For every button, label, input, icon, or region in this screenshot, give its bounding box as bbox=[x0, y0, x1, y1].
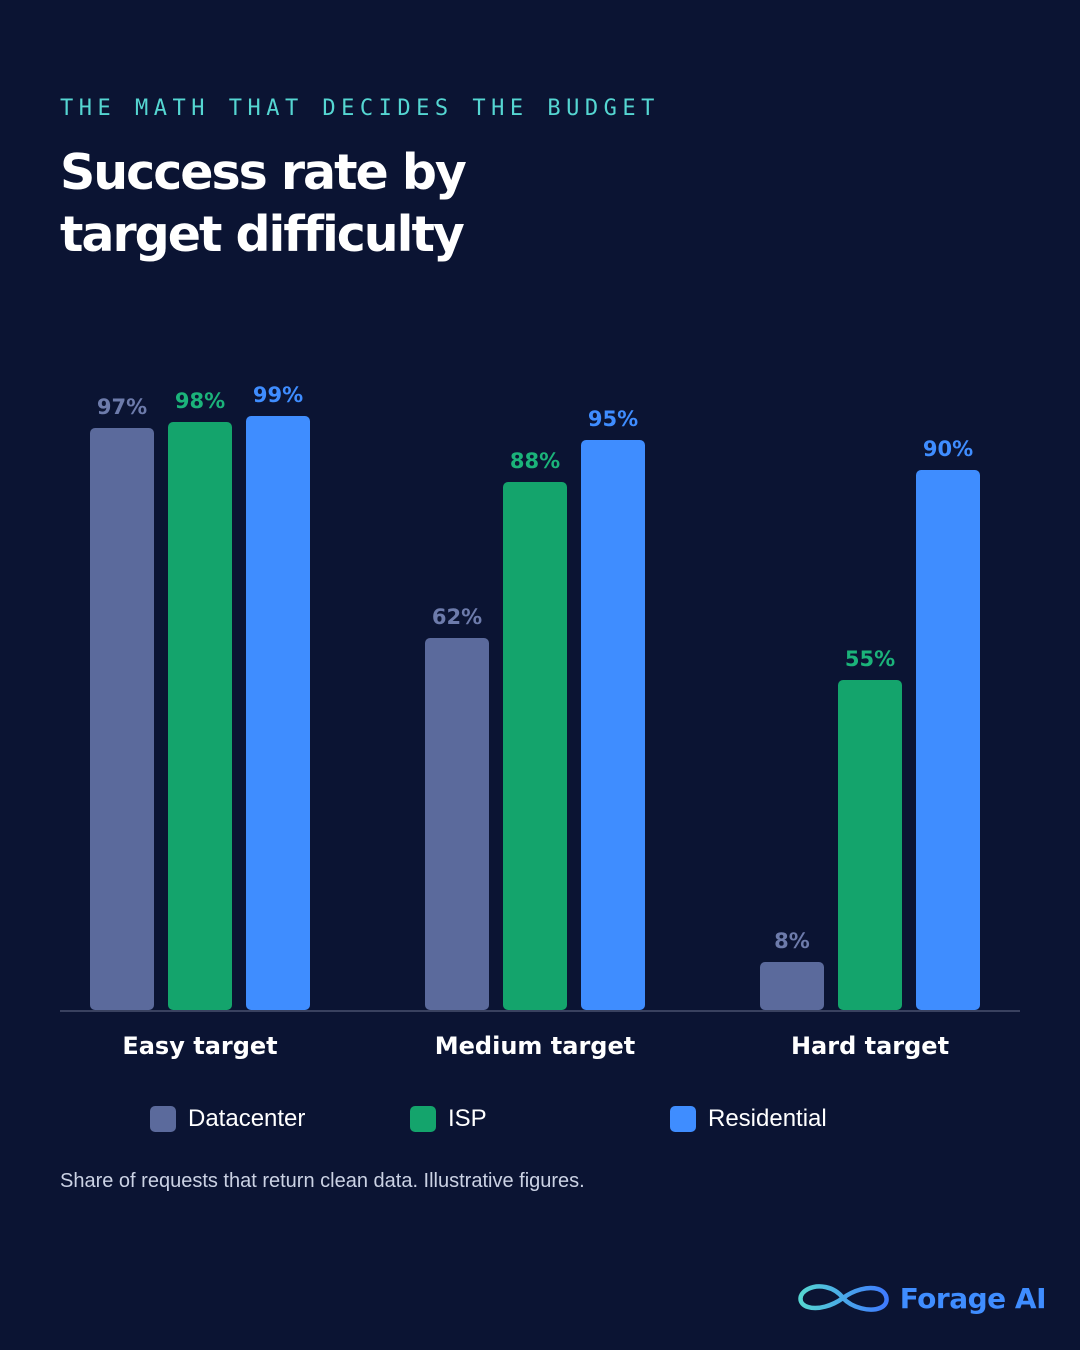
eyebrow-text: THE MATH THAT DECIDES THE BUDGET bbox=[60, 96, 660, 121]
bar-hard-isp bbox=[838, 680, 902, 1010]
brand-name: Forage AI bbox=[899, 1281, 1047, 1315]
legend-label-isp: ISP bbox=[448, 1105, 487, 1132]
legend-item-isp: ISP bbox=[410, 1104, 487, 1134]
legend-item-datacenter: Datacenter bbox=[150, 1104, 305, 1134]
bar-chart: 97% 98% 99% Easy target 62% 88% 95% Medium targ… bbox=[60, 383, 1020, 1060]
bar-hard-datacenter bbox=[760, 962, 824, 1010]
bar-medium-isp bbox=[503, 482, 567, 1010]
bar-easy-datacenter bbox=[90, 428, 154, 1010]
category-label-easy: Easy target bbox=[122, 1032, 277, 1060]
data-label-easy-isp: 98% bbox=[175, 389, 225, 413]
brand-logo: Forage AI bbox=[794, 1278, 1047, 1318]
data-label-hard-isp: 55% bbox=[845, 647, 895, 671]
legend-swatch-residential bbox=[670, 1106, 696, 1132]
chart-legend: Datacenter ISP Residential bbox=[0, 1104, 1080, 1134]
data-label-easy-datacenter: 97% bbox=[97, 395, 147, 419]
category-label-medium: Medium target bbox=[435, 1032, 635, 1060]
category-label-hard: Hard target bbox=[791, 1032, 949, 1060]
footnote: Share of requests that return clean data… bbox=[60, 1170, 585, 1192]
infinity-icon bbox=[797, 1284, 889, 1312]
bar-easy-isp bbox=[168, 422, 232, 1010]
legend-swatch-isp bbox=[410, 1106, 436, 1132]
bar-easy-residential bbox=[246, 416, 310, 1010]
legend-label-residential: Residential bbox=[708, 1105, 827, 1132]
legend-label-datacenter: Datacenter bbox=[188, 1105, 306, 1132]
bar-medium-datacenter bbox=[425, 638, 489, 1010]
data-label-hard-residential: 90% bbox=[923, 437, 973, 461]
data-label-medium-residential: 95% bbox=[588, 407, 638, 431]
bar-medium-residential bbox=[581, 440, 645, 1010]
data-label-medium-isp: 88% bbox=[510, 449, 560, 473]
legend-item-residential: Residential bbox=[670, 1104, 827, 1134]
legend-swatch-datacenter bbox=[150, 1106, 176, 1132]
data-label-medium-datacenter: 62% bbox=[432, 605, 482, 629]
chart-title: Success rate by target difficulty bbox=[60, 144, 467, 263]
data-label-hard-datacenter: 8% bbox=[774, 929, 810, 953]
bar-hard-residential bbox=[916, 470, 980, 1010]
data-label-easy-residential: 99% bbox=[253, 383, 303, 407]
